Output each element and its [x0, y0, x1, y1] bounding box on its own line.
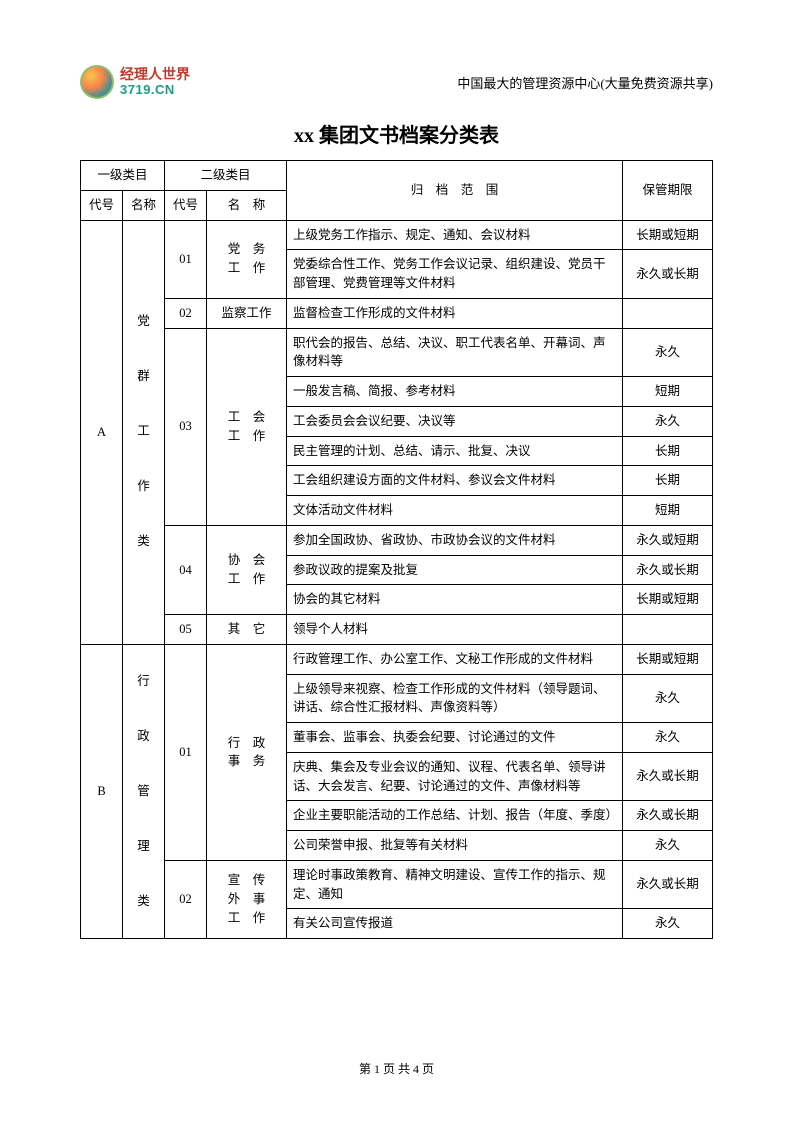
header-row-1: 一级类目 二级类目 归 档 范 围 保管期限 — [81, 161, 713, 191]
period-cell: 永久或短期 — [623, 525, 713, 555]
period-cell: 永久 — [623, 723, 713, 753]
page-header: 经理人世界 3719.CN 中国最大的管理资源中心(大量免费资源共享) — [80, 65, 713, 99]
l1-name-cell: 行政管理类 — [123, 644, 165, 938]
period-cell: 永久 — [623, 909, 713, 939]
scope-cell: 协会的其它材料 — [287, 585, 623, 615]
scope-cell: 工会委员会会议纪要、决议等 — [287, 406, 623, 436]
l2-code-cell: 01 — [165, 644, 207, 860]
period-cell: 永久或长期 — [623, 250, 713, 299]
scope-cell: 行政管理工作、办公室工作、文秘工作形成的文件材料 — [287, 644, 623, 674]
period-cell: 短期 — [623, 377, 713, 407]
l2-name-cell: 宣 传外 事工 作 — [207, 860, 287, 938]
l1-code-cell: B — [81, 644, 123, 938]
period-cell: 永久或长期 — [623, 555, 713, 585]
l2-name-cell: 监察工作 — [207, 298, 287, 328]
classification-table: 一级类目 二级类目 归 档 范 围 保管期限 代号 名称 代号 名 称 A 党群… — [80, 160, 713, 939]
col-header-level2: 二级类目 — [165, 161, 287, 191]
table-row: 02 宣 传外 事工 作 理论时事政策教育、精神文明建设、宣传工作的指示、规定、… — [81, 860, 713, 909]
scope-cell: 公司荣誉申报、批复等有关材料 — [287, 831, 623, 861]
scope-cell: 文体活动文件材料 — [287, 496, 623, 526]
scope-cell: 监督检查工作形成的文件材料 — [287, 298, 623, 328]
scope-cell: 参政议政的提案及批复 — [287, 555, 623, 585]
l2-name-cell: 其 它 — [207, 615, 287, 645]
l2-code-cell: 02 — [165, 298, 207, 328]
logo-icon — [80, 65, 114, 99]
scope-cell: 民主管理的计划、总结、请示、批复、决议 — [287, 436, 623, 466]
period-cell: 短期 — [623, 496, 713, 526]
period-cell — [623, 615, 713, 645]
period-cell: 永久或长期 — [623, 752, 713, 801]
l1-code-cell: A — [81, 220, 123, 644]
period-cell: 永久或长期 — [623, 860, 713, 909]
scope-cell: 理论时事政策教育、精神文明建设、宣传工作的指示、规定、通知 — [287, 860, 623, 909]
table-row: A 党群工作类 01 党 务工 作 上级党务工作指示、规定、通知、会议材料 长期… — [81, 220, 713, 250]
scope-cell: 企业主要职能活动的工作总结、计划、报告（年度、季度） — [287, 801, 623, 831]
l2-name-cell: 协 会工 作 — [207, 525, 287, 614]
col-header-level1: 一级类目 — [81, 161, 165, 191]
period-cell: 永久 — [623, 831, 713, 861]
period-cell — [623, 298, 713, 328]
document-title: xx 集团文书档案分类表 — [80, 119, 713, 148]
period-cell: 永久 — [623, 406, 713, 436]
l2-name-cell: 工 会工 作 — [207, 328, 287, 525]
logo-text-cn: 经理人世界 — [120, 67, 190, 82]
table-row: 05 其 它 领导个人材料 — [81, 615, 713, 645]
scope-cell: 有关公司宣传报道 — [287, 909, 623, 939]
table-row: 02 监察工作 监督检查工作形成的文件材料 — [81, 298, 713, 328]
logo-text-en: 3719.CN — [120, 83, 190, 97]
table-row: 03 工 会工 作 职代会的报告、总结、决议、职工代表名单、开幕词、声像材料等 … — [81, 328, 713, 377]
scope-cell: 领导个人材料 — [287, 615, 623, 645]
col-header-code1: 代号 — [81, 190, 123, 220]
scope-cell: 董事会、监事会、执委会纪要、讨论通过的文件 — [287, 723, 623, 753]
col-header-name1: 名称 — [123, 190, 165, 220]
l2-code-cell: 05 — [165, 615, 207, 645]
period-cell: 长期或短期 — [623, 585, 713, 615]
l2-code-cell: 02 — [165, 860, 207, 938]
period-cell: 长期或短期 — [623, 644, 713, 674]
scope-cell: 庆典、集会及专业会议的通知、议程、代表名单、领导讲话、大会发言、纪要、讨论通过的… — [287, 752, 623, 801]
period-cell: 永久或长期 — [623, 801, 713, 831]
l2-code-cell: 01 — [165, 220, 207, 298]
period-cell: 长期 — [623, 436, 713, 466]
col-header-code2: 代号 — [165, 190, 207, 220]
l2-name-cell: 行 政事 务 — [207, 644, 287, 860]
scope-cell: 职代会的报告、总结、决议、职工代表名单、开幕词、声像材料等 — [287, 328, 623, 377]
scope-cell: 参加全国政协、省政协、市政协会议的文件材料 — [287, 525, 623, 555]
page-footer: 第 1 页 共 4 页 — [0, 1060, 793, 1077]
l1-name-text: 党群工作类 — [137, 314, 150, 548]
l2-code-cell: 04 — [165, 525, 207, 614]
col-header-period: 保管期限 — [623, 161, 713, 221]
period-cell: 永久 — [623, 328, 713, 377]
scope-cell: 工会组织建设方面的文件材料、参议会文件材料 — [287, 466, 623, 496]
scope-cell: 党委综合性工作、党务工作会议记录、组织建设、党员干部管理、党费管理等文件材料 — [287, 250, 623, 299]
scope-cell: 上级领导来视察、检查工作形成的文件材料（领导题词、讲话、综合性汇报材料、声像资料… — [287, 674, 623, 723]
col-header-name2: 名 称 — [207, 190, 287, 220]
header-subtitle: 中国最大的管理资源中心(大量免费资源共享) — [457, 73, 713, 92]
period-cell: 永久 — [623, 674, 713, 723]
scope-cell: 上级党务工作指示、规定、通知、会议材料 — [287, 220, 623, 250]
table-row: B 行政管理类 01 行 政事 务 行政管理工作、办公室工作、文秘工作形成的文件… — [81, 644, 713, 674]
table-row: 04 协 会工 作 参加全国政协、省政协、市政协会议的文件材料 永久或短期 — [81, 525, 713, 555]
period-cell: 长期 — [623, 466, 713, 496]
l2-code-cell: 03 — [165, 328, 207, 525]
period-cell: 长期或短期 — [623, 220, 713, 250]
scope-cell: 一般发言稿、简报、参考材料 — [287, 377, 623, 407]
l1-name-cell: 党群工作类 — [123, 220, 165, 644]
logo-block: 经理人世界 3719.CN — [80, 65, 190, 99]
l2-name-cell: 党 务工 作 — [207, 220, 287, 298]
col-header-scope: 归 档 范 围 — [287, 161, 623, 221]
